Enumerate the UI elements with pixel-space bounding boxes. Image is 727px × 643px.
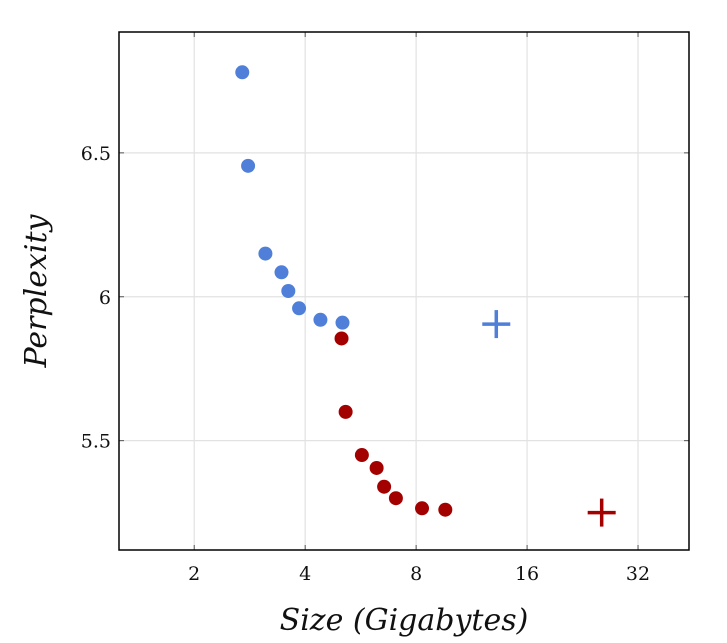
y-tick-label: 5.5	[81, 431, 111, 453]
scatter-point	[313, 312, 328, 327]
x-tick-label: 4	[299, 563, 311, 585]
y-axis-title: Perplexity	[19, 213, 54, 368]
scatter-point	[338, 404, 353, 419]
scatter-point	[292, 301, 307, 316]
scatter-point	[369, 460, 384, 475]
scatter-point	[281, 284, 296, 298]
y-tick-label: 6.5	[81, 143, 111, 165]
scatter-point	[274, 265, 289, 280]
x-tick-label: 32	[626, 563, 650, 585]
x-tick-label: 2	[188, 563, 200, 585]
plus-marker	[587, 498, 616, 527]
x-tick-label: 16	[515, 563, 539, 585]
plus-marker	[482, 310, 511, 339]
scatter-point	[354, 448, 369, 463]
scatter-point	[415, 501, 430, 516]
scatter-point	[438, 502, 453, 517]
tick-label-layer: 2 4 8 16 32 5.5 6 6.5	[81, 143, 650, 585]
scatter-point	[241, 158, 256, 173]
tick-layer	[119, 32, 689, 550]
scatter-point	[388, 491, 403, 506]
plot-frame	[118, 31, 690, 551]
point-layer	[235, 65, 616, 527]
x-axis-title: Size (Gigabytes)	[280, 603, 529, 638]
scatter-point	[334, 331, 349, 346]
scatter-point	[335, 315, 350, 330]
scatter-point	[258, 246, 273, 261]
scatter-point	[235, 65, 250, 80]
y-tick-label: 6	[99, 287, 111, 309]
scatter-point	[377, 479, 392, 494]
grid-layer	[119, 32, 689, 550]
x-tick-label: 8	[410, 563, 422, 585]
